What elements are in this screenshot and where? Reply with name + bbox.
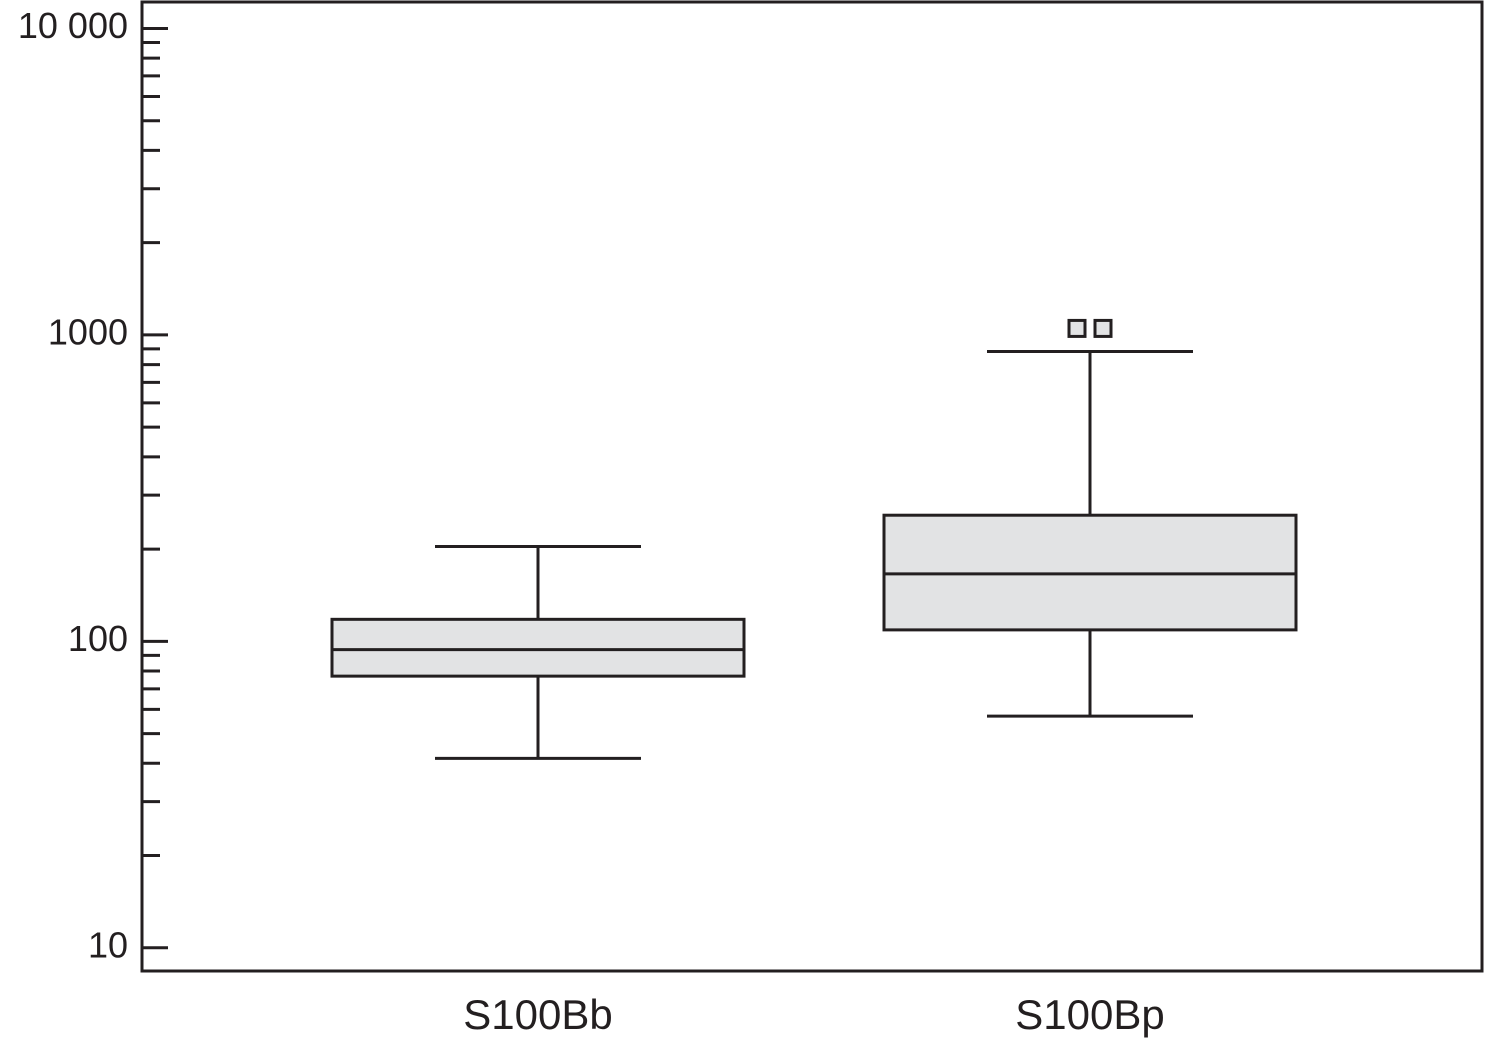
- y-tick-label: 1000: [48, 311, 128, 352]
- y-tick-label: 10 000: [18, 5, 128, 46]
- box: [330, 617, 746, 678]
- x-tick-label: S100Bp: [1015, 991, 1164, 1038]
- outlier: [1067, 318, 1087, 338]
- y-tick-label: 10: [88, 924, 128, 965]
- plot-frame: [140, 0, 1484, 973]
- outlier: [1093, 318, 1113, 338]
- x-tick-label: S100Bb: [463, 991, 612, 1038]
- y-tick-label: 100: [68, 618, 128, 659]
